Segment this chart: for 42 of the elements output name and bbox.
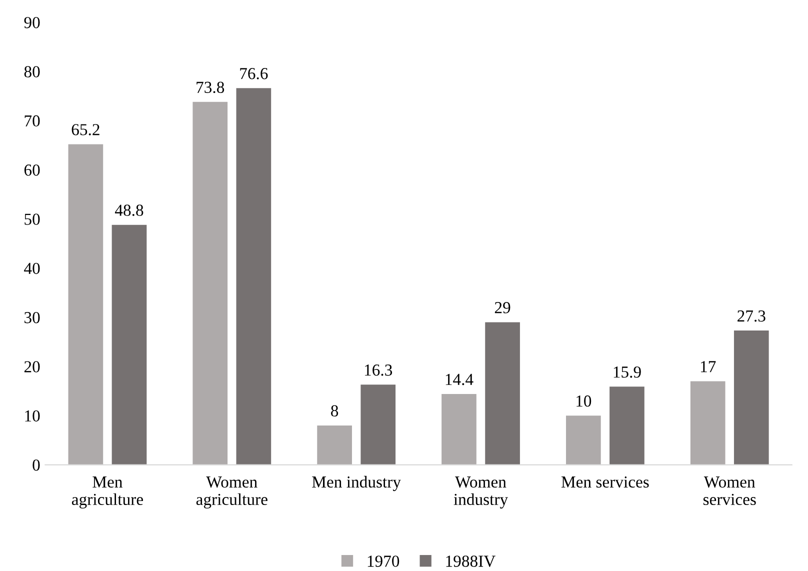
data-label: 16.3 (364, 364, 392, 376)
bar (236, 88, 272, 465)
bar (566, 416, 601, 465)
bar (442, 394, 476, 465)
y-tick-label: 30 (24, 312, 40, 324)
data-label: 15.9 (614, 366, 641, 378)
data-label: 17 (700, 361, 716, 372)
data-label: 65.2 (72, 124, 100, 136)
x-tick-label: Women industry (454, 476, 508, 508)
y-tick-label: 0 (32, 459, 40, 471)
y-tick-label: 50 (24, 214, 40, 225)
legend-label: 1970 (368, 556, 400, 567)
x-tick-label: Men services (561, 476, 649, 488)
bar (68, 144, 104, 465)
data-label: 76.6 (240, 68, 268, 80)
y-tick-label: 20 (24, 361, 40, 372)
y-tick-label: 10 (25, 410, 40, 422)
y-tick-label: 60 (24, 164, 40, 176)
data-label: 10 (576, 395, 592, 407)
bar (690, 381, 726, 465)
bar (485, 322, 520, 465)
bar (317, 425, 352, 465)
data-label: 29 (494, 302, 510, 314)
y-tick-label: 90 (24, 16, 40, 28)
x-tick-label: Men industry (312, 476, 401, 492)
bar (360, 384, 396, 465)
bar (192, 102, 228, 465)
y-tick-label: 40 (24, 262, 40, 274)
legend-label: 1988IV (446, 556, 496, 567)
data-label: 14.4 (446, 374, 474, 386)
data-label: 27.3 (738, 310, 766, 322)
y-tick-label: 80 (24, 66, 40, 78)
data-label: 73.8 (196, 82, 224, 94)
bar (734, 330, 769, 465)
data-label: 48.8 (114, 204, 144, 216)
x-tick-label: Women agriculture (196, 476, 268, 508)
x-tick-label: Men agriculture (72, 476, 143, 508)
bar (112, 224, 147, 465)
x-tick-label: Women services (703, 476, 756, 506)
data-label: 8 (331, 405, 338, 417)
y-tick-label: 70 (24, 115, 40, 127)
bar (610, 386, 644, 465)
